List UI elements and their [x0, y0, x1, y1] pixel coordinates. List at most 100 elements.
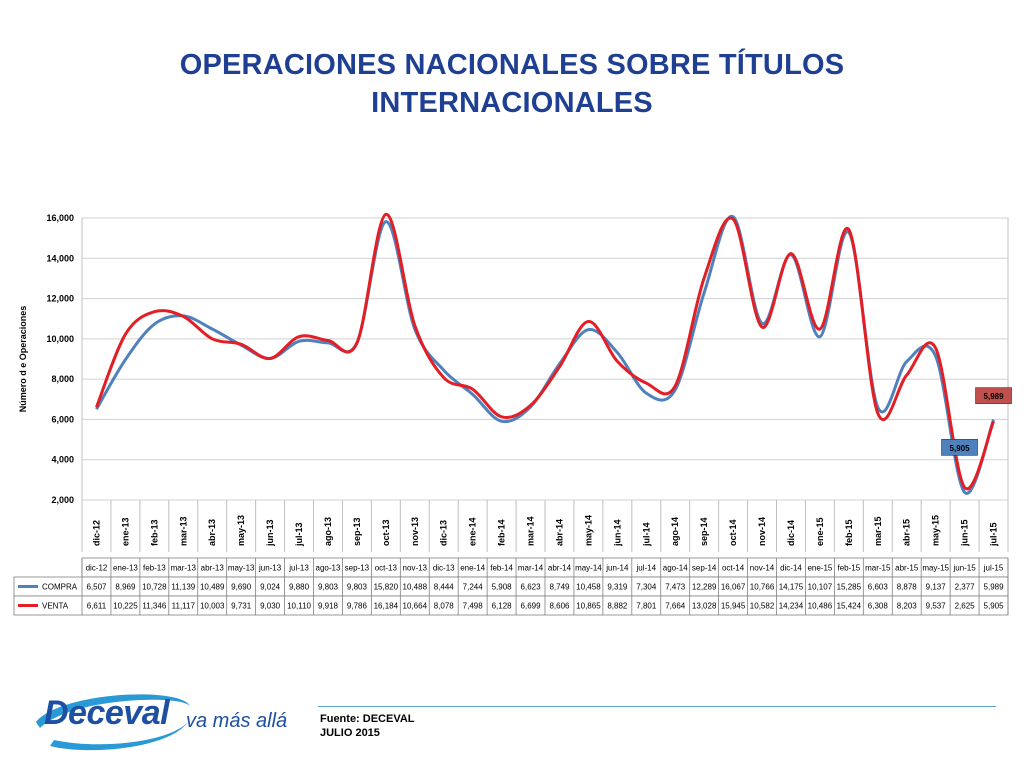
table-value-cell: 14,234	[779, 602, 804, 611]
x-tick-label: jun-15	[960, 519, 970, 547]
table-value-cell: 10,489	[200, 583, 225, 592]
series-line-venta	[95, 212, 995, 491]
table-value-cell: 16,067	[721, 583, 746, 592]
x-tick-label: feb-13	[149, 519, 159, 546]
x-tick-label: ene-15	[815, 517, 825, 546]
table-header-cell: dic-14	[780, 564, 802, 573]
table-header-cell: feb-15	[838, 564, 861, 573]
table-header-cell: sep-14	[692, 564, 717, 573]
x-tick-label: oct-14	[728, 519, 738, 546]
table-value-cell: 9,880	[289, 583, 310, 592]
y-axis-title: Número d e Operaciones	[18, 306, 28, 413]
table-header-cell: ago-14	[663, 564, 688, 573]
x-tick-label: feb-14	[497, 519, 507, 546]
table-header-cell: ene-14	[460, 564, 485, 573]
table-value-cell: 6,507	[86, 583, 107, 592]
table-value-cell: 2,377	[955, 583, 976, 592]
x-tick-label: mar-13	[178, 516, 188, 546]
table-value-cell: 9,319	[607, 583, 628, 592]
table-value-cell: 5,989	[984, 583, 1005, 592]
source-note: Fuente: DECEVAL JULIO 2015	[320, 712, 415, 740]
source-date: JULIO 2015	[320, 727, 380, 739]
x-tick-label: dic-14	[786, 520, 796, 546]
table-header-cell: feb-14	[490, 564, 513, 573]
y-tick-label: 4,000	[51, 455, 74, 465]
table-header-cell: jul-14	[635, 564, 656, 573]
y-tick-label: 10,000	[46, 334, 74, 344]
table-value-cell: 9,690	[231, 583, 252, 592]
table-value-cell: 10,107	[808, 583, 833, 592]
legend-label-venta: VENTA	[42, 602, 69, 611]
table-value-cell: 16,184	[374, 602, 399, 611]
table-value-cell: 8,969	[115, 583, 136, 592]
table-value-cell: 11,139	[171, 583, 195, 592]
x-tick-label: ene-13	[120, 517, 130, 546]
table-value-cell: 9,803	[318, 583, 339, 592]
x-tick-label: sep-14	[699, 517, 709, 546]
table-header-cell: may-13	[228, 564, 255, 573]
table-value-cell: 6,308	[868, 602, 889, 611]
table-value-cell: 12,289	[692, 583, 717, 592]
x-tick-label: oct-13	[381, 519, 391, 546]
title-line-1: OPERACIONES NACIONALES SOBRE TÍTULOS	[179, 49, 845, 81]
x-tick-label: may-14	[583, 515, 593, 546]
table-value-cell: 9,803	[347, 583, 368, 592]
table-header-cell: may-14	[575, 564, 602, 573]
line-chart: 2,000 4,000 6,000 8,000 10,000 12,000 14,000 16…	[13, 212, 1012, 616]
x-tick-label: jul-15	[989, 522, 999, 547]
x-tick-label: nov-14	[757, 517, 767, 546]
data-callout-label: 5,905	[950, 444, 971, 453]
table-header-cell: nov-14	[750, 564, 775, 573]
x-tick-label: ago-14	[670, 517, 680, 546]
table-value-cell: 8,203	[897, 602, 918, 611]
table-header-cell: jun-14	[605, 564, 629, 573]
table-header-cell: abr-13	[201, 564, 225, 573]
x-tick-label: dic-12	[91, 520, 101, 546]
y-tick-label: 14,000	[46, 253, 74, 263]
data-callout-box	[975, 387, 1012, 404]
table-value-cell: 11,117	[172, 602, 196, 611]
x-tick-label: may-15	[931, 515, 941, 546]
table-value-cell: 7,498	[463, 602, 484, 611]
table-header-cell: oct-14	[722, 564, 745, 573]
logo-wordmark: Deceval	[44, 694, 170, 732]
table-header-cell: oct-13	[375, 564, 398, 573]
table-value-cell: 7,664	[665, 602, 686, 611]
table-value-cell: 6,603	[868, 583, 889, 592]
table-header-cell: mar-14	[518, 564, 544, 573]
x-tick-label: dic-13	[439, 520, 449, 546]
table-header-cell: sep-13	[345, 564, 370, 573]
table-header-cell: feb-13	[143, 564, 166, 573]
x-tick-label: nov-13	[410, 517, 420, 546]
table-value-cell: 9,786	[347, 602, 368, 611]
table-header-cell: mar-15	[865, 564, 891, 573]
table-header-cell: abr-15	[895, 564, 919, 573]
x-tick-label: jul-13	[294, 522, 304, 547]
data-table: dic-12 ene-13 feb-13 mar-13 abr-13 may-13 jun-…	[13, 557, 1009, 616]
table-value-cell: 5,905	[984, 602, 1005, 611]
table-header-cell: jul-15	[983, 564, 1004, 573]
page-title: OPERACIONES NACIONALES SOBRE TÍTULOS INT…	[0, 46, 1024, 122]
table-value-cell: 7,244	[463, 583, 484, 592]
x-tick-label: feb-15	[844, 519, 854, 546]
logo-tagline: va más allá	[186, 710, 288, 732]
chart-grid	[81, 217, 1009, 552]
table-value-cell: 14,175	[779, 583, 804, 592]
table-value-cell: 10,766	[750, 583, 775, 592]
table-value-cell: 7,801	[636, 602, 657, 611]
source-text: Fuente: DECEVAL	[320, 713, 415, 725]
table-value-cell: 10,225	[113, 602, 138, 611]
table-header-cell: ago-13	[316, 564, 341, 573]
table-value-cell: 8,878	[897, 583, 918, 592]
legend-label-compra: COMPRA	[42, 583, 78, 592]
y-tick-label: 6,000	[51, 414, 74, 424]
table-value-cell: 9,918	[318, 602, 339, 611]
table-value-cell: 15,285	[837, 583, 862, 592]
table-value-cell: 15,820	[374, 583, 399, 592]
x-tick-label: jun-14	[612, 519, 622, 547]
x-tick-label: may-13	[236, 515, 246, 546]
table-value-cell: 8,606	[549, 602, 570, 611]
x-tick-label: ago-13	[323, 517, 333, 546]
table-value-cell: 9,731	[231, 602, 252, 611]
logo-swoosh-icon	[36, 694, 190, 751]
